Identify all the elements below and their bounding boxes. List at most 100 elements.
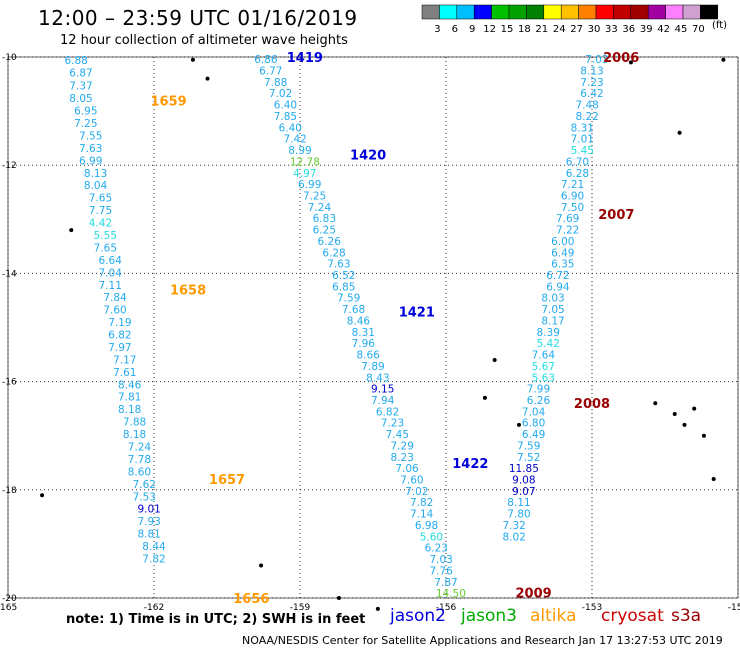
swh-value: 6.99 — [79, 155, 102, 167]
swh-value: 5.42 — [537, 338, 560, 350]
swh-value: 7.05 — [541, 304, 564, 316]
colorbar-swatch — [700, 4, 719, 20]
swh-value: 7.93 — [137, 516, 160, 528]
colorbar-swatch — [508, 4, 527, 20]
lon-tick-label: -153 — [582, 603, 602, 613]
legend-s3a: s3a — [671, 606, 702, 626]
swh-value: 6.49 — [522, 429, 545, 441]
swh-value: 7.50 — [561, 202, 584, 214]
swh-value: 8.17 — [541, 315, 564, 327]
swh-value: 6.94 — [546, 281, 570, 293]
pass-label: 1420 — [350, 148, 386, 163]
swh-value: 7.17 — [113, 354, 136, 366]
colorbar-swatch — [578, 4, 597, 20]
lat-tick-label: -16 — [2, 378, 17, 388]
swh-value: 7.64 — [532, 350, 556, 362]
swh-value: 8.46 — [347, 315, 371, 327]
swh-value: 6.28 — [322, 247, 345, 259]
swh-value: 7.60 — [103, 305, 126, 317]
footer-credit: NOAA/NESDIS Center for Satellite Applica… — [242, 634, 723, 647]
island-icon — [69, 228, 74, 233]
colorbar-swatch — [630, 4, 649, 20]
swh-value: 6.35 — [551, 259, 574, 271]
swh-value: 7.53 — [133, 491, 156, 503]
swh-value: 8.31 — [571, 122, 594, 134]
swh-value: 7.14 — [410, 509, 434, 521]
colorbar-tick-label: 33 — [605, 24, 618, 35]
map-frame — [7, 56, 739, 599]
swh-value: 7.97 — [108, 342, 131, 354]
swh-value: 7.04 — [99, 267, 123, 279]
swh-value: 8.66 — [356, 350, 380, 362]
swh-value: 7.24 — [128, 442, 152, 454]
colorbar-swatch — [647, 4, 666, 20]
swh-value: 7.29 — [391, 440, 414, 452]
colorbar-tick-label: 6 — [452, 24, 458, 35]
island-icon — [190, 57, 195, 62]
pass-label: 1422 — [452, 457, 488, 472]
island-icon — [259, 563, 264, 568]
lon-tick-label: -150 — [728, 603, 740, 613]
swh-value: 7.63 — [79, 143, 102, 155]
swh-value: 7.59 — [337, 293, 360, 305]
swh-value: 7.81 — [118, 392, 141, 404]
swh-value: 7.59 — [517, 440, 540, 452]
swh-value: 6.86 — [254, 54, 278, 66]
swh-value: 9.08 — [512, 475, 535, 487]
colorbar-swatch — [439, 4, 458, 20]
swh-value: 6.90 — [561, 190, 584, 202]
pass-label: 2007 — [598, 208, 634, 223]
swh-value: 6.88 — [64, 55, 87, 67]
colorbar-swatch — [682, 4, 701, 20]
legend-altika: altika — [530, 606, 577, 626]
lon-tick-label: -156 — [436, 603, 457, 613]
swh-value: 6.82 — [108, 330, 131, 342]
swh-value: 6.72 — [546, 270, 569, 282]
swh-value: 7.11 — [99, 280, 122, 292]
legend-cryosat: cryosat — [601, 606, 664, 626]
swh-value: 7.88 — [264, 77, 287, 89]
swh-value: 5.63 — [532, 372, 555, 384]
island-icon — [653, 401, 658, 406]
swh-value: 6.99 — [298, 179, 321, 191]
lon-tick-label: -162 — [144, 603, 164, 613]
swh-value: 6.23 — [425, 543, 448, 555]
swh-value: 6.95 — [74, 106, 97, 118]
swh-value: 6.77 — [259, 66, 282, 78]
swh-value: 7.76 — [429, 565, 453, 577]
swh-value: 7.63 — [327, 259, 350, 271]
swh-value: 7.48 — [575, 100, 598, 112]
swh-value: 7.62 — [133, 479, 156, 491]
colorbar-tick-label: 42 — [657, 24, 670, 35]
swh-value: 7.82 — [142, 554, 165, 566]
lat-tick-label: -14 — [2, 269, 17, 279]
island-icon — [721, 57, 726, 62]
colorbar-swatch — [473, 4, 492, 20]
colorbar-tick-label: 15 — [501, 24, 514, 35]
swh-value: 12.78 — [290, 156, 320, 168]
swh-value: 7.87 — [434, 577, 457, 589]
swh-value: 14.50 — [436, 588, 466, 600]
colorbar-swatch — [526, 4, 545, 20]
swh-value: 7.65 — [89, 193, 112, 205]
swh-value: 7.68 — [342, 304, 365, 316]
swh-value: 4.97 — [293, 168, 316, 180]
swh-value: 8.03 — [541, 293, 564, 305]
page-title: 12:00 – 23:59 UTC 01/16/2019 — [38, 6, 358, 30]
swh-value: 11.85 — [509, 463, 539, 475]
swh-value: 9.15 — [371, 384, 394, 396]
pass-label: 1421 — [399, 305, 435, 320]
colorbar-tick-label: 36 — [622, 24, 635, 35]
colorbar-swatch — [665, 4, 684, 20]
swh-value: 7.61 — [113, 367, 136, 379]
swh-value: 7.94 — [371, 395, 395, 407]
swh-value: 6.98 — [415, 520, 438, 532]
swh-value: 8.31 — [352, 327, 375, 339]
swh-value: 7.80 — [507, 509, 530, 521]
swh-value: 8.13 — [580, 66, 603, 78]
swh-value: 7.99 — [527, 384, 550, 396]
swh-value: 7.65 — [94, 242, 117, 254]
swh-value: 8.43 — [366, 372, 389, 384]
swh-value: 6.26 — [318, 236, 342, 248]
colorbar-swatch — [543, 4, 562, 20]
